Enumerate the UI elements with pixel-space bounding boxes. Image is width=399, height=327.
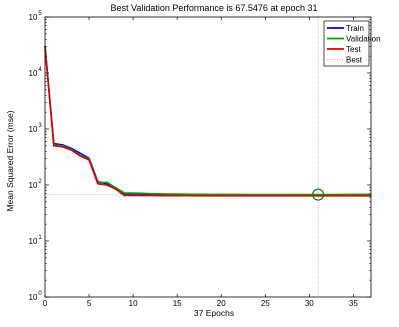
series-layer	[44, 46, 372, 201]
y-tick-label: 10	[29, 13, 38, 22]
x-tick-label: 35	[349, 299, 358, 308]
y-tick-label: 10	[29, 125, 38, 134]
chart-title: Best Validation Performance is 67.5476 a…	[111, 3, 318, 13]
x-tick-label: 25	[261, 299, 270, 308]
y-tick-exponent: 1	[38, 235, 42, 241]
y-tick-exponent: 2	[38, 179, 42, 185]
plot-frame	[44, 16, 372, 298]
x-axis-label: 37 Epochs	[194, 308, 234, 318]
y-tick-label: 10	[29, 69, 38, 78]
y-tick-label: 10	[29, 293, 38, 302]
y-tick-exponent: 3	[38, 123, 42, 129]
y-tick-exponent: 4	[38, 67, 42, 73]
series-line-test	[44, 46, 371, 197]
x-tick-label: 15	[173, 299, 182, 308]
x-tick-label: 20	[217, 299, 226, 308]
x-tick-label: 10	[129, 299, 138, 308]
x-tick-label: 5	[87, 299, 92, 308]
x-tick-label: 30	[305, 299, 314, 308]
x-tick-label: 0	[43, 299, 48, 308]
y-tick-label: 10	[29, 237, 38, 246]
best-marker	[312, 188, 325, 201]
legend-label-validation: Validation	[346, 35, 381, 44]
y-tick-label: 10	[29, 181, 38, 190]
legend-label-train: Train	[346, 24, 364, 33]
series-line-validation	[44, 46, 372, 196]
legend-label-best: Best	[346, 56, 363, 65]
legend-label-test: Test	[346, 45, 361, 54]
y-tick-exponent: 5	[38, 11, 42, 17]
y-axis-label: Mean Squared Error (mse)	[5, 110, 15, 211]
y-tick-exponent: 0	[38, 291, 42, 297]
